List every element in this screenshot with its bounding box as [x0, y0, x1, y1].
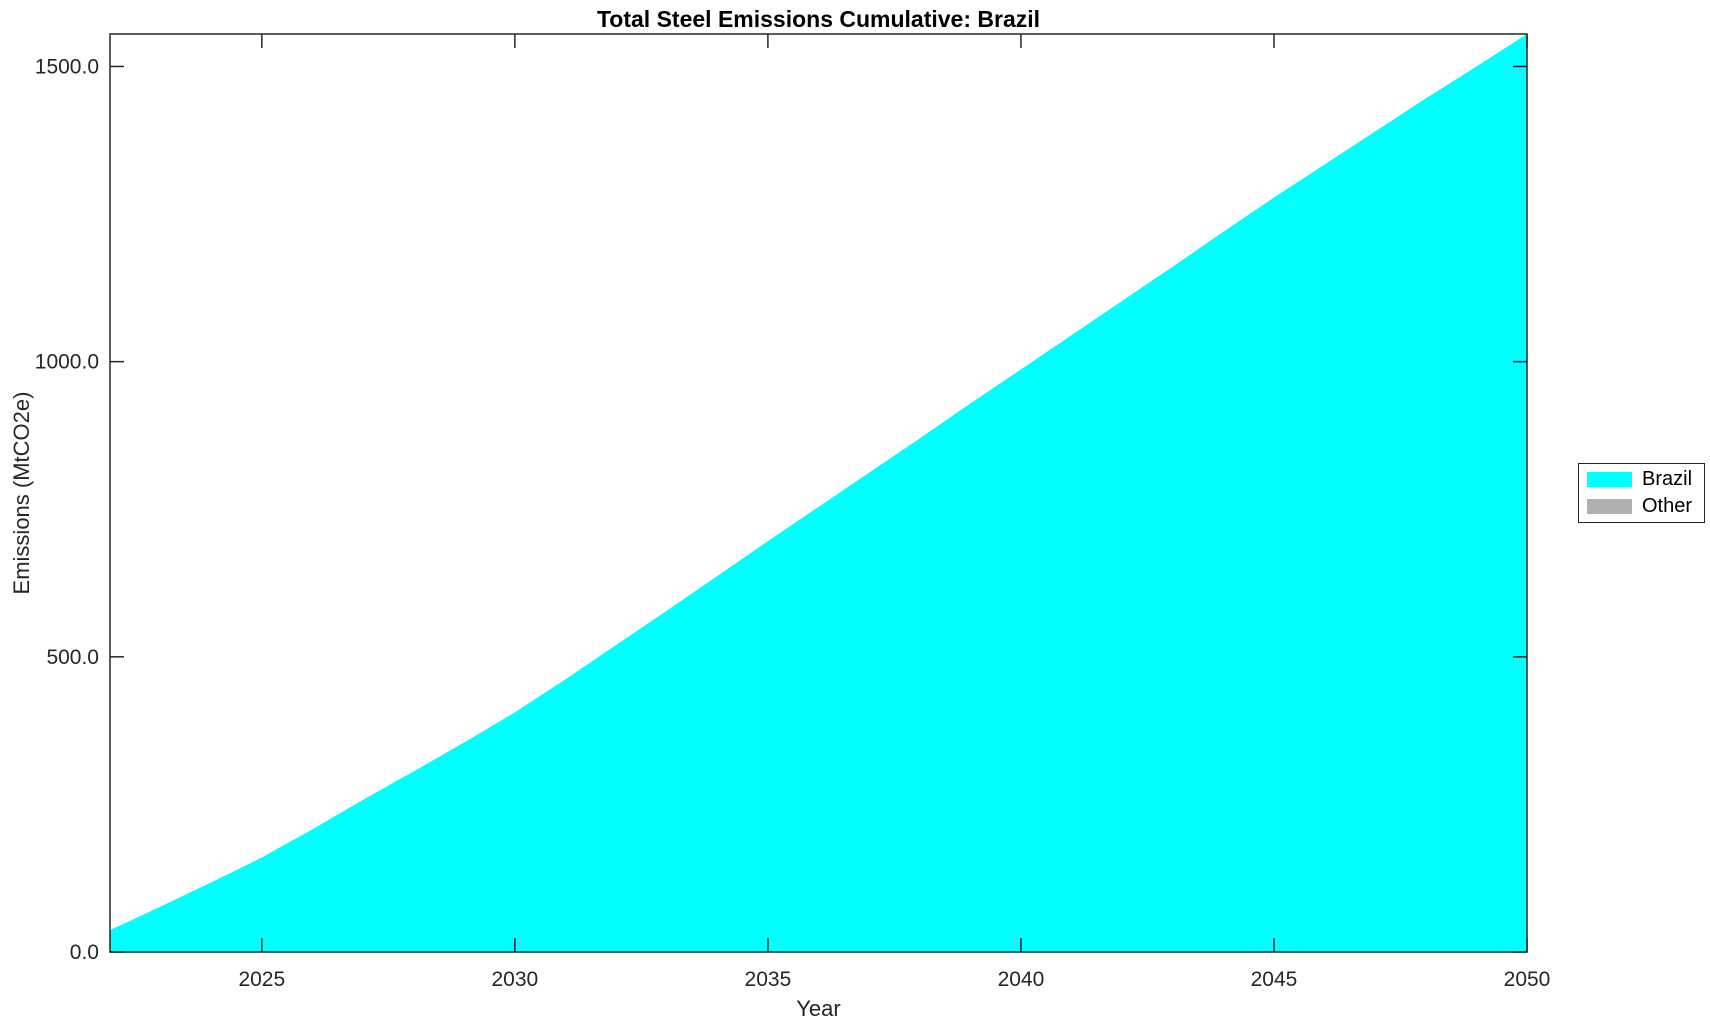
- y-tick-label: 1500.0: [35, 55, 99, 78]
- legend-label-other: Other: [1642, 495, 1693, 517]
- y-axis-label: Emissions (MtCO2e): [9, 391, 34, 595]
- legend-swatch-other: [1587, 499, 1632, 514]
- y-tick-label: 0.0: [70, 941, 99, 964]
- y-axis-tick-labels: 0.0 500.0 1000.0 1500.0: [35, 55, 99, 964]
- y-tick-label: 500.0: [46, 646, 99, 669]
- x-tick-label: 2030: [491, 968, 538, 991]
- legend: Brazil Other: [1578, 463, 1705, 523]
- x-tick-label: 2050: [1504, 968, 1551, 991]
- area-series-brazil: [110, 34, 1527, 952]
- plot-border: [109, 33, 1528, 953]
- y-tick-label: 1000.0: [35, 351, 99, 374]
- x-axis-label: Year: [796, 996, 841, 1021]
- x-tick-label: 2045: [1251, 968, 1298, 991]
- legend-label-brazil: Brazil: [1642, 468, 1693, 490]
- chart-title: Total Steel Emissions Cumulative: Brazil: [596, 6, 1041, 32]
- legend-item-brazil: Brazil: [1587, 468, 1704, 491]
- axis-ticks: [110, 34, 1528, 953]
- x-tick-label: 2035: [745, 968, 792, 991]
- x-tick-label: 2025: [238, 968, 285, 991]
- x-tick-label: 2040: [998, 968, 1045, 991]
- legend-item-other: Other: [1587, 495, 1704, 518]
- legend-swatch-brazil: [1587, 472, 1632, 487]
- x-axis-tick-labels: 2025 2030 2035 2040 2045 2050: [238, 968, 1550, 991]
- area-series-group: [110, 34, 1527, 952]
